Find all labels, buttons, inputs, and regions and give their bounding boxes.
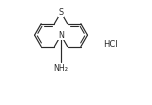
Text: S: S	[59, 8, 64, 17]
Text: NH₂: NH₂	[54, 64, 69, 74]
Text: N: N	[58, 31, 64, 40]
Text: HCl: HCl	[103, 40, 118, 49]
